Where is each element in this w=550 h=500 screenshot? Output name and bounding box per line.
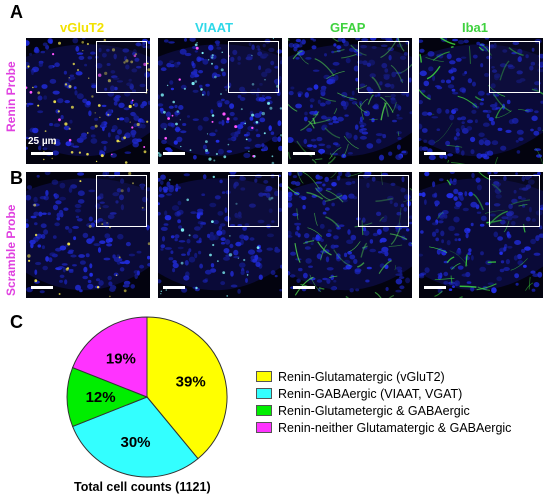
scale-bar [31,286,53,289]
magnified-inset [489,175,540,227]
micrograph-renin-vglut2: 25 µm [26,38,150,164]
pie-label-gabaergic: 30% [120,434,150,451]
total-cell-counts: Total cell counts (1121) [74,480,211,494]
legend-swatch [256,371,272,382]
legend-label: Renin-Glutamatergic (vGluT2) [278,369,445,384]
pie-label-glutamatergic: 39% [176,373,206,390]
scale-bar [31,152,53,155]
micrograph-scramble-vglut2 [26,172,150,298]
scale-bar [163,286,185,289]
pie-slice-gabaergic [71,396,199,478]
pie-slice-both [66,366,149,428]
legend: Renin-Glutamatergic (vGluT2) Renin-GABAe… [256,368,511,436]
micrograph-scramble-viaat [158,172,282,298]
magnified-inset [96,41,147,93]
legend-item-neither: Renin-neither Glutamatergic & GABAergic [256,419,511,436]
scale-bar [424,286,446,289]
magnified-inset [96,175,147,227]
pie-label-both: 12% [86,389,116,406]
pie-slice-glutamatergic [146,316,228,460]
scale-bar [293,286,315,289]
micrograph-scramble-iba1 [419,172,543,298]
micrograph-scramble-gfap [288,172,412,298]
scale-bar [293,152,315,155]
pie-slice-neither [71,316,148,398]
magnified-inset [228,175,279,227]
column-label-gfap: GFAP [330,20,366,35]
column-label-iba1: Iba1 [462,20,489,35]
legend-swatch [256,405,272,416]
row-label-scramble-probe: Scramble Probe [4,204,18,296]
scale-bar [424,152,446,155]
magnified-inset [358,175,409,227]
magnified-inset [358,41,409,93]
pie-label-neither: 19% [106,351,136,368]
legend-label: Renin-GABAergic (VIAAT, VGAT) [278,386,463,401]
panel-letter-a: A [10,2,23,22]
legend-item-gabaergic: Renin-GABAergic (VIAAT, VGAT) [256,385,511,402]
magnified-inset [489,41,540,93]
column-label-viaat: VIAAT [195,20,234,35]
legend-label: Renin-neither Glutamatergic & GABAergic [278,420,512,435]
legend-item-glutamatergic: Renin-Glutamatergic (vGluT2) [256,368,511,385]
legend-item-both: Renin-Glutametergic & GABAergic [256,402,511,419]
pie-chart: 39% 30% 12% 19% [66,316,228,478]
panel-letter-b: B [10,168,23,188]
panel-letter-c: C [10,312,23,332]
micrograph-renin-viaat [158,38,282,164]
column-label-vglut2: vGluT2 [60,20,105,35]
magnified-inset [228,41,279,93]
scale-bar [163,152,185,155]
row-label-renin-probe: Renin Probe [4,61,18,132]
scale-bar-label: 25 µm [28,136,57,147]
legend-swatch [256,422,272,433]
micrograph-renin-iba1 [419,38,543,164]
legend-swatch [256,388,272,399]
legend-label: Renin-Glutametergic & GABAergic [278,403,470,418]
micrograph-renin-gfap [288,38,412,164]
